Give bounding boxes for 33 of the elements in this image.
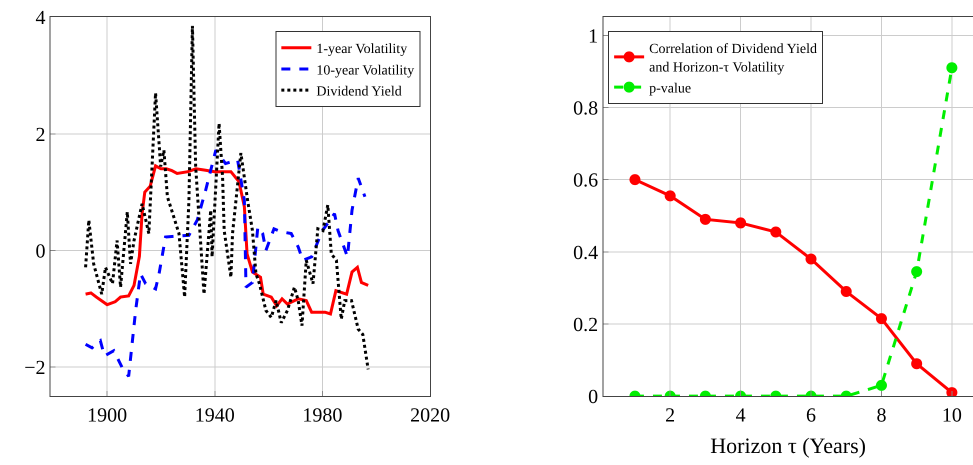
legend-label: 1-year Volatility bbox=[316, 42, 408, 58]
point bbox=[735, 217, 746, 228]
x-tick-label: 6 bbox=[806, 404, 816, 426]
line-series bbox=[84, 148, 366, 378]
point bbox=[806, 254, 817, 265]
point bbox=[700, 214, 711, 225]
y-tick-label: 0.8 bbox=[573, 97, 598, 120]
y-tick-label: 0.6 bbox=[573, 170, 598, 192]
y-tick-label: 2 bbox=[35, 124, 46, 146]
legend-label: Dividend Yield bbox=[316, 84, 402, 100]
x-tick-label: 1980 bbox=[302, 404, 342, 426]
x-tick-label: 1940 bbox=[194, 404, 235, 426]
x-tick-label: 10 bbox=[942, 404, 962, 426]
legend-label: 10-year Volatility bbox=[316, 63, 414, 78]
y-tick-label: 0 bbox=[588, 386, 598, 408]
point bbox=[629, 174, 640, 186]
x-tick-label: 8 bbox=[876, 404, 886, 426]
x-tick-label: 4 bbox=[736, 404, 746, 426]
y-tick-label: 4 bbox=[35, 7, 46, 30]
point bbox=[911, 266, 922, 278]
y-tick-label: 0.2 bbox=[573, 314, 598, 336]
x-tick-label: 2020 bbox=[410, 404, 450, 426]
x-tick-label: 2 bbox=[665, 404, 676, 426]
legend-label: p-value bbox=[649, 82, 692, 97]
x-axis-title: Horizon τ (Years) bbox=[710, 433, 866, 458]
y-tick-label: 1 bbox=[588, 25, 598, 48]
point bbox=[664, 190, 676, 202]
y-tick-label: 0.4 bbox=[573, 242, 598, 264]
point bbox=[770, 226, 782, 238]
y-tick-label: −2 bbox=[24, 357, 46, 380]
x-tick-label: 1900 bbox=[87, 404, 128, 426]
y-tick-label: 0 bbox=[35, 240, 46, 262]
point bbox=[840, 286, 852, 298]
